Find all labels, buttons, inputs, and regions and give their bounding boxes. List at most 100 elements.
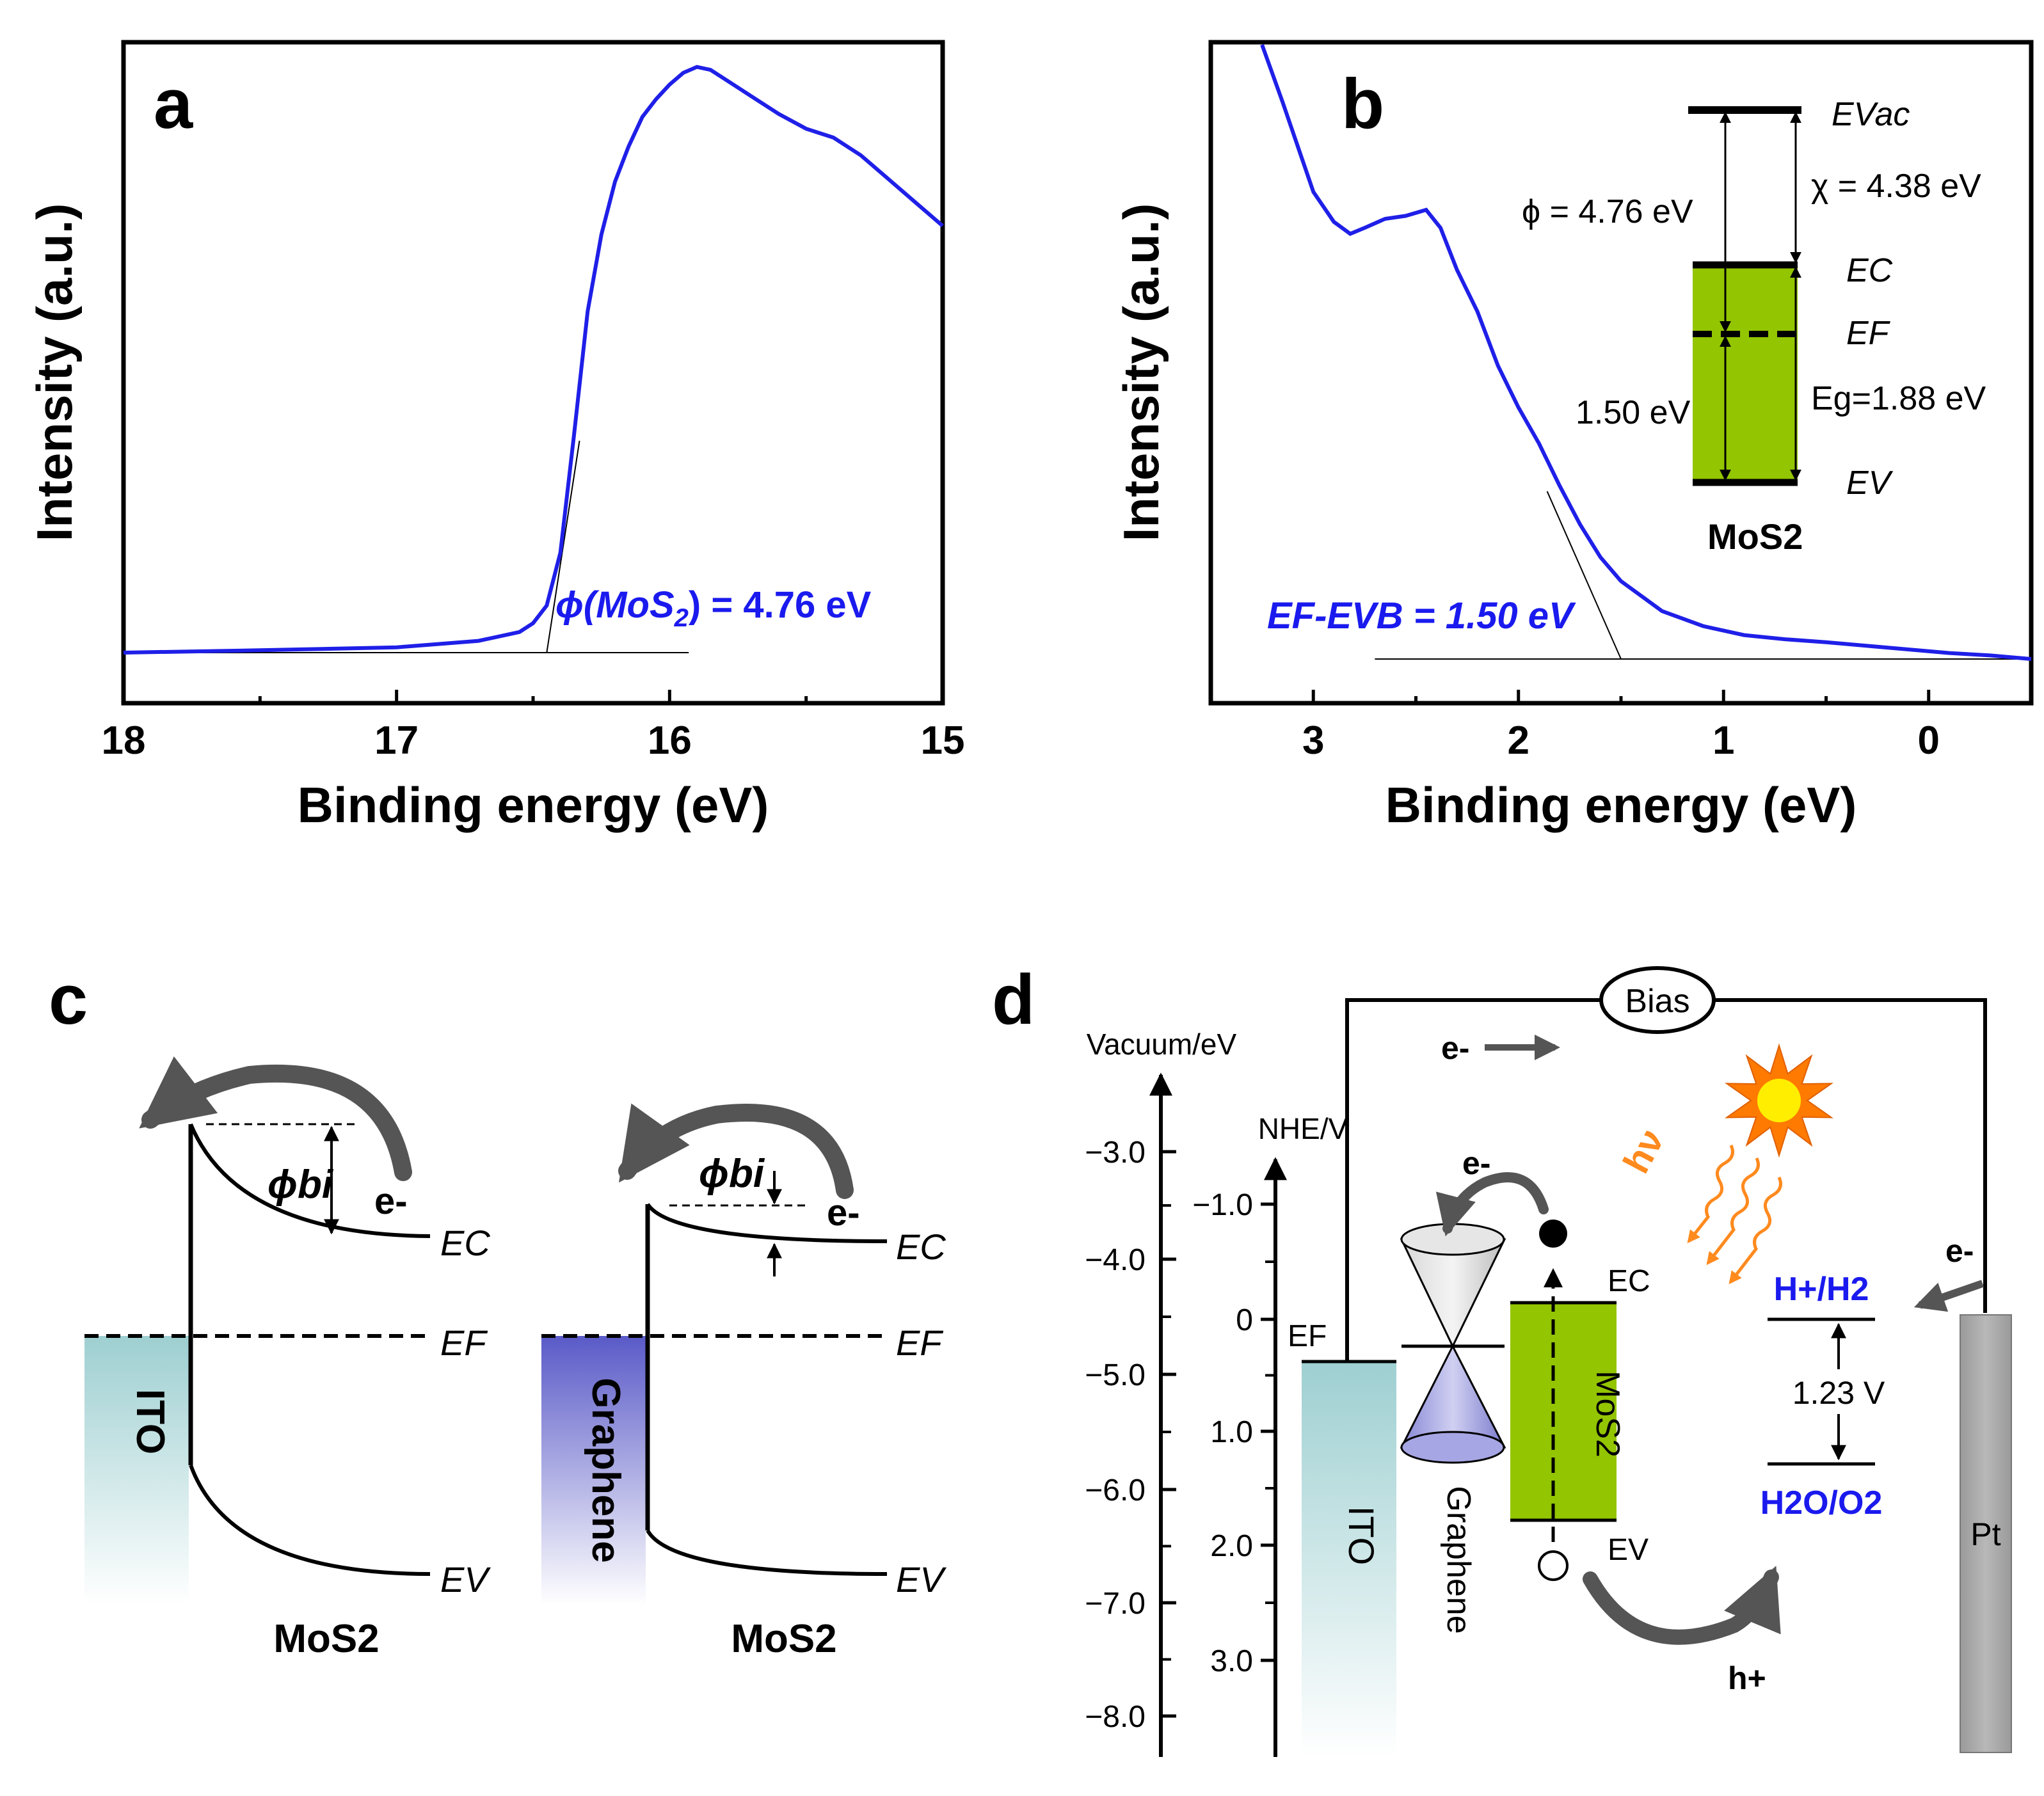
nhe-tick-label: 0 xyxy=(1236,1303,1253,1337)
graphene-dirac-cone xyxy=(1400,1223,1506,1464)
panel-a-annotation: ϕ(MoS2) = 4.76 eV xyxy=(555,584,872,632)
mos2-block xyxy=(1510,1303,1617,1520)
ef-label: EF xyxy=(1846,315,1891,352)
gap-voltage-label: 1.23 V xyxy=(1792,1375,1885,1411)
chi-label: χ = 4.38 eV xyxy=(1811,168,1981,205)
top-electron-label: e- xyxy=(1441,1030,1469,1066)
gap-left-label: 1.50 eV xyxy=(1576,394,1691,431)
panel-a: a 18 17 16 15 ϕ(MoS2) = 4.76 eV Binding ene… xyxy=(26,40,965,833)
o-couple-label: H2O/O2 xyxy=(1761,1484,1883,1522)
ev-label: EV xyxy=(1608,1533,1649,1567)
vacuum-axis-ticks: −3.0 −4.0 −5.0 −6.0 −7.0 −8.0 xyxy=(1085,1136,1176,1734)
pt-label: Pt xyxy=(1970,1516,2000,1552)
mos2-band-box xyxy=(1693,265,1798,482)
right-electron-label: e- xyxy=(1945,1233,1974,1269)
photon-label: hν xyxy=(1615,1122,1672,1180)
circuit-wire-right xyxy=(1715,998,1987,1313)
hole-transfer-arrow xyxy=(1583,1566,1781,1645)
panel-c: c ITO ϕbi e- EC EF EV MoS2 Graphene xyxy=(49,960,946,1661)
x-tick-label: 0 xyxy=(1918,719,1940,763)
evac-label: EVac xyxy=(1832,96,1910,133)
right-phi-bi: ϕbi xyxy=(699,1152,765,1196)
right-ec-label: EC xyxy=(896,1227,946,1267)
x-tick-label: 3 xyxy=(1302,719,1324,763)
x-tick-label: 18 xyxy=(102,719,146,763)
left-ef-label: EF xyxy=(440,1323,488,1363)
pt-electrode xyxy=(1960,1314,2012,1753)
panel-c-left: ITO ϕbi e- EC EF EV MoS2 xyxy=(84,1056,491,1661)
panel-d: d Bias e- Vacuum/eV −3.0 −4.0 −5.0 −6.0 −7.0… xyxy=(992,960,2012,1757)
circuit-wire-left xyxy=(1345,998,1600,1360)
vacuum-tick-label: −5.0 xyxy=(1085,1358,1146,1392)
right-ef-label: EF xyxy=(896,1323,943,1363)
panel-b: 3 2 1 0 b EF-EVB = 1.50 eV Binding energy (… xyxy=(1113,40,2034,833)
left-electron-label: e- xyxy=(374,1180,408,1222)
panel-d-letter: d xyxy=(992,960,1035,1039)
left-ev-band xyxy=(189,1464,431,1576)
left-ec-label: EC xyxy=(440,1223,490,1263)
nhe-tick-label: 2.0 xyxy=(1210,1529,1253,1563)
panel-a-series-curve xyxy=(123,65,944,655)
panel-b-xlabel: Binding energy (eV) xyxy=(1385,777,1857,833)
vacuum-axis-title: Vacuum/eV xyxy=(1087,1028,1237,1061)
x-tick-label: 15 xyxy=(921,719,965,763)
left-electron-arrow xyxy=(139,1056,412,1181)
right-ev-band xyxy=(646,1529,888,1576)
panel-a-x-tick-labels: 18 17 16 15 xyxy=(102,719,965,763)
x-tick-label: 1 xyxy=(1713,719,1734,763)
right-ec-band xyxy=(646,1203,888,1243)
panel-b-ylabel: Intensity (a.u.) xyxy=(1113,203,1169,542)
nhe-axis-ticks: −1.0 0 1.0 2.0 3.0 xyxy=(1192,1188,1275,1678)
panel-a-xlabel: Binding energy (eV) xyxy=(298,777,769,833)
ito-label: ITO xyxy=(1341,1506,1382,1565)
panel-c-right: Graphene ϕbi e- EC EF EV MoS2 xyxy=(541,1103,946,1661)
sun-icon xyxy=(1724,1043,1834,1158)
panel-b-letter: b xyxy=(1341,65,1384,143)
nhe-axis-title: NHE/V xyxy=(1258,1112,1348,1145)
panel-a-tangent xyxy=(546,440,580,653)
ito-electrode xyxy=(1302,1362,1396,1757)
panel-a-ylabel: Intensity (a.u.) xyxy=(26,203,83,542)
right-ev-label: EV xyxy=(896,1559,946,1600)
x-tick-label: 2 xyxy=(1508,719,1529,763)
electron-transfer-arrow xyxy=(1435,1172,1549,1237)
ec-label: EC xyxy=(1608,1264,1650,1298)
panel-a-letter: a xyxy=(154,65,193,143)
nhe-tick-label: 1.0 xyxy=(1210,1415,1253,1449)
ef-label: EF xyxy=(1288,1319,1327,1353)
ito-contact-label: ITO xyxy=(128,1389,172,1454)
panel-a-x-ticks xyxy=(122,690,945,703)
right-material-label: MoS2 xyxy=(731,1617,836,1661)
x-tick-label: 17 xyxy=(374,719,419,763)
panel-b-inset: EVac EC EF EV ϕ = 4.76 eV χ = 4.38 eV 1.… xyxy=(1522,96,1986,557)
mid-electron-label: e- xyxy=(1462,1145,1490,1181)
panel-b-series-curve xyxy=(1260,44,2032,661)
right-electron-arrow xyxy=(618,1103,854,1199)
hole-label: h+ xyxy=(1728,1660,1766,1696)
vacuum-tick-label: −3.0 xyxy=(1085,1136,1146,1170)
x-tick-label: 16 xyxy=(648,719,692,763)
panel-b-x-tick-labels: 3 2 1 0 xyxy=(1302,719,1940,763)
photon-wave-icons xyxy=(1687,1144,1782,1285)
vacuum-tick-label: −6.0 xyxy=(1085,1474,1146,1507)
left-material-label: MoS2 xyxy=(273,1617,379,1661)
right-electron-arrow xyxy=(1913,1280,1984,1312)
bias-source xyxy=(1599,966,1716,1034)
left-phi-bi: ϕbi xyxy=(267,1163,334,1207)
panel-c-letter: c xyxy=(49,960,88,1039)
mos2-label: MoS2 xyxy=(1589,1371,1626,1458)
ev-label: EV xyxy=(1846,465,1894,502)
graphene-label: Graphene xyxy=(1440,1486,1477,1633)
nhe-tick-label: 3.0 xyxy=(1210,1644,1253,1678)
panel-b-annotation: EF-EVB = 1.50 eV xyxy=(1267,595,1576,637)
inset-material-label: MoS2 xyxy=(1707,516,1803,557)
ito-contact xyxy=(84,1336,189,1605)
bias-label: Bias xyxy=(1625,983,1689,1020)
vacuum-tick-label: −8.0 xyxy=(1085,1700,1146,1734)
panel-b-tangent xyxy=(1546,491,1622,660)
left-ec-band xyxy=(189,1123,431,1238)
phi-label: ϕ = 4.76 eV xyxy=(1522,193,1693,230)
left-ev-label: EV xyxy=(440,1559,491,1600)
graphene-contact xyxy=(541,1336,646,1605)
h-couple-label: H+/H2 xyxy=(1774,1271,1869,1308)
